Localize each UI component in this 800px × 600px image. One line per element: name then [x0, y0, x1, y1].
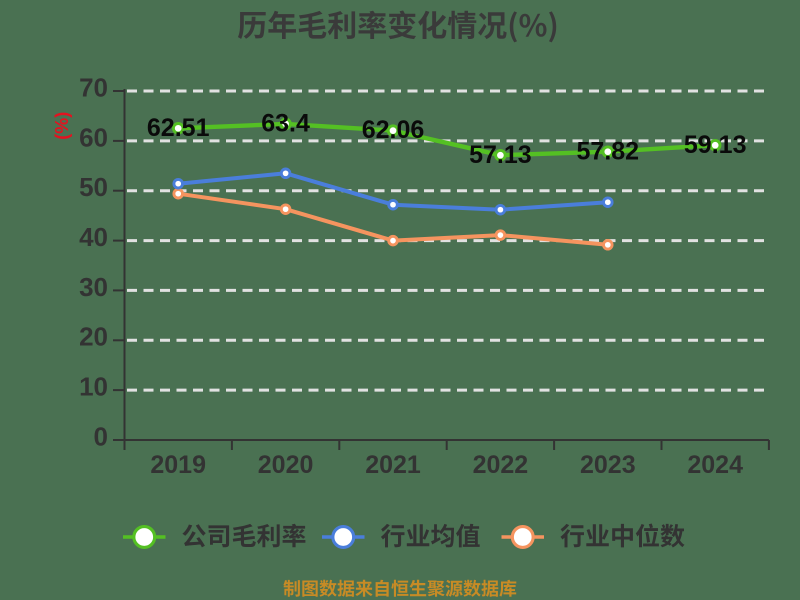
svg-text:63.4: 63.4 — [261, 110, 310, 138]
svg-text:59.13: 59.13 — [684, 131, 747, 159]
svg-text:0: 0 — [94, 421, 108, 451]
svg-text:62.06: 62.06 — [362, 116, 425, 144]
svg-text:20: 20 — [79, 322, 108, 352]
svg-text:60: 60 — [79, 122, 108, 152]
svg-text:2019: 2019 — [150, 451, 206, 479]
svg-text:2022: 2022 — [473, 451, 529, 479]
svg-text:57.13: 57.13 — [469, 141, 532, 169]
svg-text:10: 10 — [79, 372, 108, 402]
svg-text:2023: 2023 — [580, 451, 636, 479]
svg-text:62.51: 62.51 — [147, 114, 210, 142]
svg-text:40: 40 — [79, 222, 108, 252]
svg-text:(%): (%) — [52, 112, 72, 140]
svg-text:30: 30 — [79, 272, 108, 302]
svg-text:70: 70 — [79, 72, 108, 102]
svg-text:2021: 2021 — [365, 451, 421, 479]
svg-text:2024: 2024 — [687, 451, 743, 479]
svg-text:50: 50 — [79, 172, 108, 202]
svg-text:57.82: 57.82 — [577, 137, 640, 165]
svg-text:2020: 2020 — [258, 451, 314, 479]
